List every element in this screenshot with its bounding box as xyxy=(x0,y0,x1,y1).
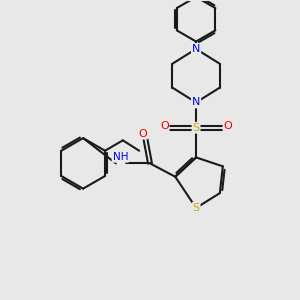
Text: O: O xyxy=(138,129,147,139)
Text: N: N xyxy=(192,98,200,107)
Text: N: N xyxy=(192,44,200,54)
Text: O: O xyxy=(224,121,232,131)
Text: S: S xyxy=(193,203,200,213)
Text: NH: NH xyxy=(112,152,128,162)
Text: S: S xyxy=(193,123,200,133)
Text: O: O xyxy=(160,121,169,131)
